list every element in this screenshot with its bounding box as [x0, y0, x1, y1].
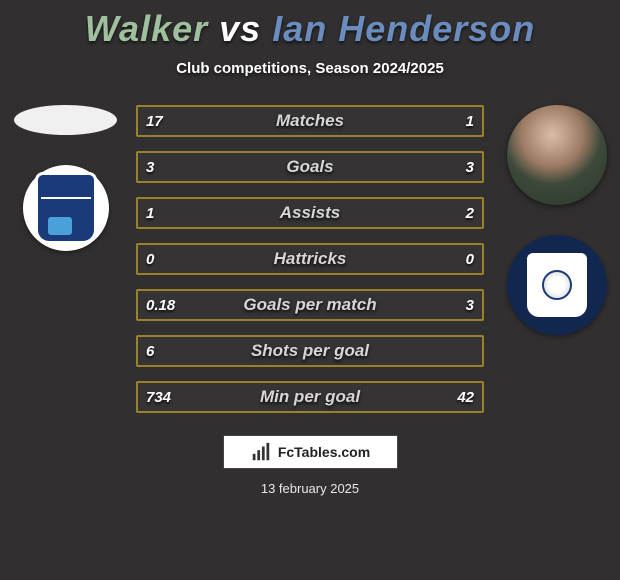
- player1-name: Walker: [85, 8, 208, 49]
- footer-date: 13 february 2025: [0, 481, 620, 496]
- stat-value-left: 17: [146, 113, 163, 130]
- stat-value-right: 42: [457, 389, 474, 406]
- stat-label: Goals per match: [138, 295, 482, 315]
- stat-value-left: 734: [146, 389, 171, 406]
- stat-label: Assists: [138, 203, 482, 223]
- shield-icon: [527, 253, 587, 317]
- stat-label: Matches: [138, 111, 482, 131]
- stat-value-left: 0: [146, 251, 154, 268]
- stat-value-right: 1: [466, 113, 474, 130]
- stat-row: 1Assists2: [136, 197, 484, 229]
- stat-value-right: 3: [466, 159, 474, 176]
- right-column: [499, 105, 614, 335]
- stat-value-left: 6: [146, 343, 154, 360]
- brand-logo: FcTables.com: [223, 435, 398, 469]
- stats-table: 17Matches13Goals31Assists20Hattricks00.1…: [136, 105, 484, 413]
- stat-row: 6Shots per goal: [136, 335, 484, 367]
- stat-value-right: 0: [466, 251, 474, 268]
- stat-value-right: 3: [466, 297, 474, 314]
- stat-row: 734Min per goal42: [136, 381, 484, 413]
- stat-label: Hattricks: [138, 249, 482, 269]
- subtitle: Club competitions, Season 2024/2025: [0, 60, 620, 77]
- stat-row: 17Matches1: [136, 105, 484, 137]
- stat-value-left: 0.18: [146, 297, 175, 314]
- player2-avatar: [507, 105, 607, 205]
- player2-name: Ian Henderson: [272, 8, 535, 49]
- stat-row: 0Hattricks0: [136, 243, 484, 275]
- stat-value-left: 3: [146, 159, 154, 176]
- chart-icon: [250, 441, 272, 463]
- stat-row: 0.18Goals per match3: [136, 289, 484, 321]
- stat-label: Goals: [138, 157, 482, 177]
- stat-label: Shots per goal: [138, 341, 482, 361]
- comparison-title: Walker vs Ian Henderson: [0, 0, 620, 50]
- shield-icon: [35, 172, 97, 244]
- player1-club-badge: [23, 165, 109, 251]
- content-area: 17Matches13Goals31Assists20Hattricks00.1…: [0, 105, 620, 413]
- brand-text: FcTables.com: [278, 444, 370, 460]
- stat-value-right: 2: [466, 205, 474, 222]
- stat-row: 3Goals3: [136, 151, 484, 183]
- vs-label: vs: [219, 8, 261, 49]
- player1-avatar-placeholder: [14, 105, 117, 135]
- left-column: [8, 105, 123, 251]
- player2-club-badge: [507, 235, 607, 335]
- stat-label: Min per goal: [138, 387, 482, 407]
- stat-value-left: 1: [146, 205, 154, 222]
- football-icon: [542, 270, 572, 300]
